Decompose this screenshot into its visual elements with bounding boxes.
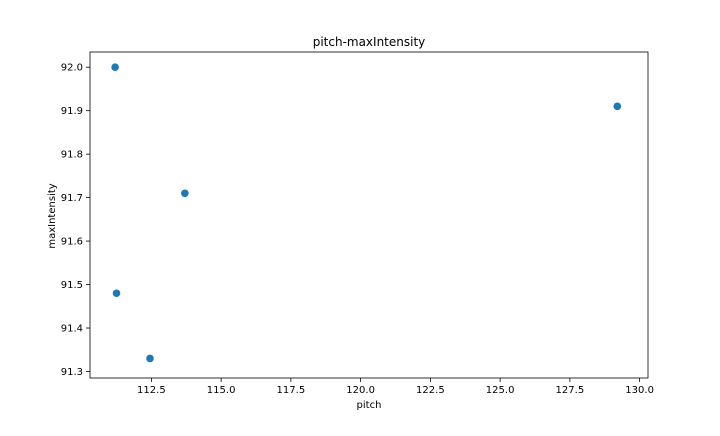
plot-frame	[89, 51, 649, 379]
x-tick-label: 120.0	[346, 385, 375, 396]
x-axis: 112.5 115.0 117.5 120.0 122.5 125.0 127.5 130.0	[137, 378, 654, 396]
data-point	[111, 63, 119, 72]
data-point	[613, 102, 622, 111]
x-tick-label: 115.0	[207, 385, 236, 396]
x-axis-label: pitch	[357, 400, 382, 411]
x-tick-label: 117.5	[277, 385, 306, 396]
y-tick-label: 91.5	[61, 280, 83, 291]
data-point	[181, 189, 189, 198]
y-axis-label: maxIntensity	[47, 183, 58, 248]
data-point	[146, 354, 154, 363]
x-tick-label: 112.5	[137, 385, 166, 396]
y-tick-label: 91.4	[61, 324, 83, 335]
plot-area	[89, 51, 649, 379]
data-point	[112, 289, 121, 298]
y-tick-label: 91.9	[61, 106, 83, 117]
x-tick-label: 122.5	[416, 385, 445, 396]
y-tick-label: 92.0	[61, 63, 83, 74]
y-axis: 91.3 91.4 91.5 91.6 91.7 91.8 91.9 92.0	[61, 63, 90, 378]
chart-title: pitch-maxIntensity	[313, 35, 426, 49]
data-points	[111, 63, 622, 363]
x-tick-label: 130.0	[625, 385, 654, 396]
y-tick-label: 91.7	[61, 193, 83, 204]
x-tick-label: 125.0	[486, 385, 515, 396]
y-tick-label: 91.6	[61, 237, 83, 248]
y-tick-label: 91.3	[61, 367, 83, 378]
y-tick-label: 91.8	[61, 150, 83, 161]
x-tick-label: 127.5	[556, 385, 585, 396]
